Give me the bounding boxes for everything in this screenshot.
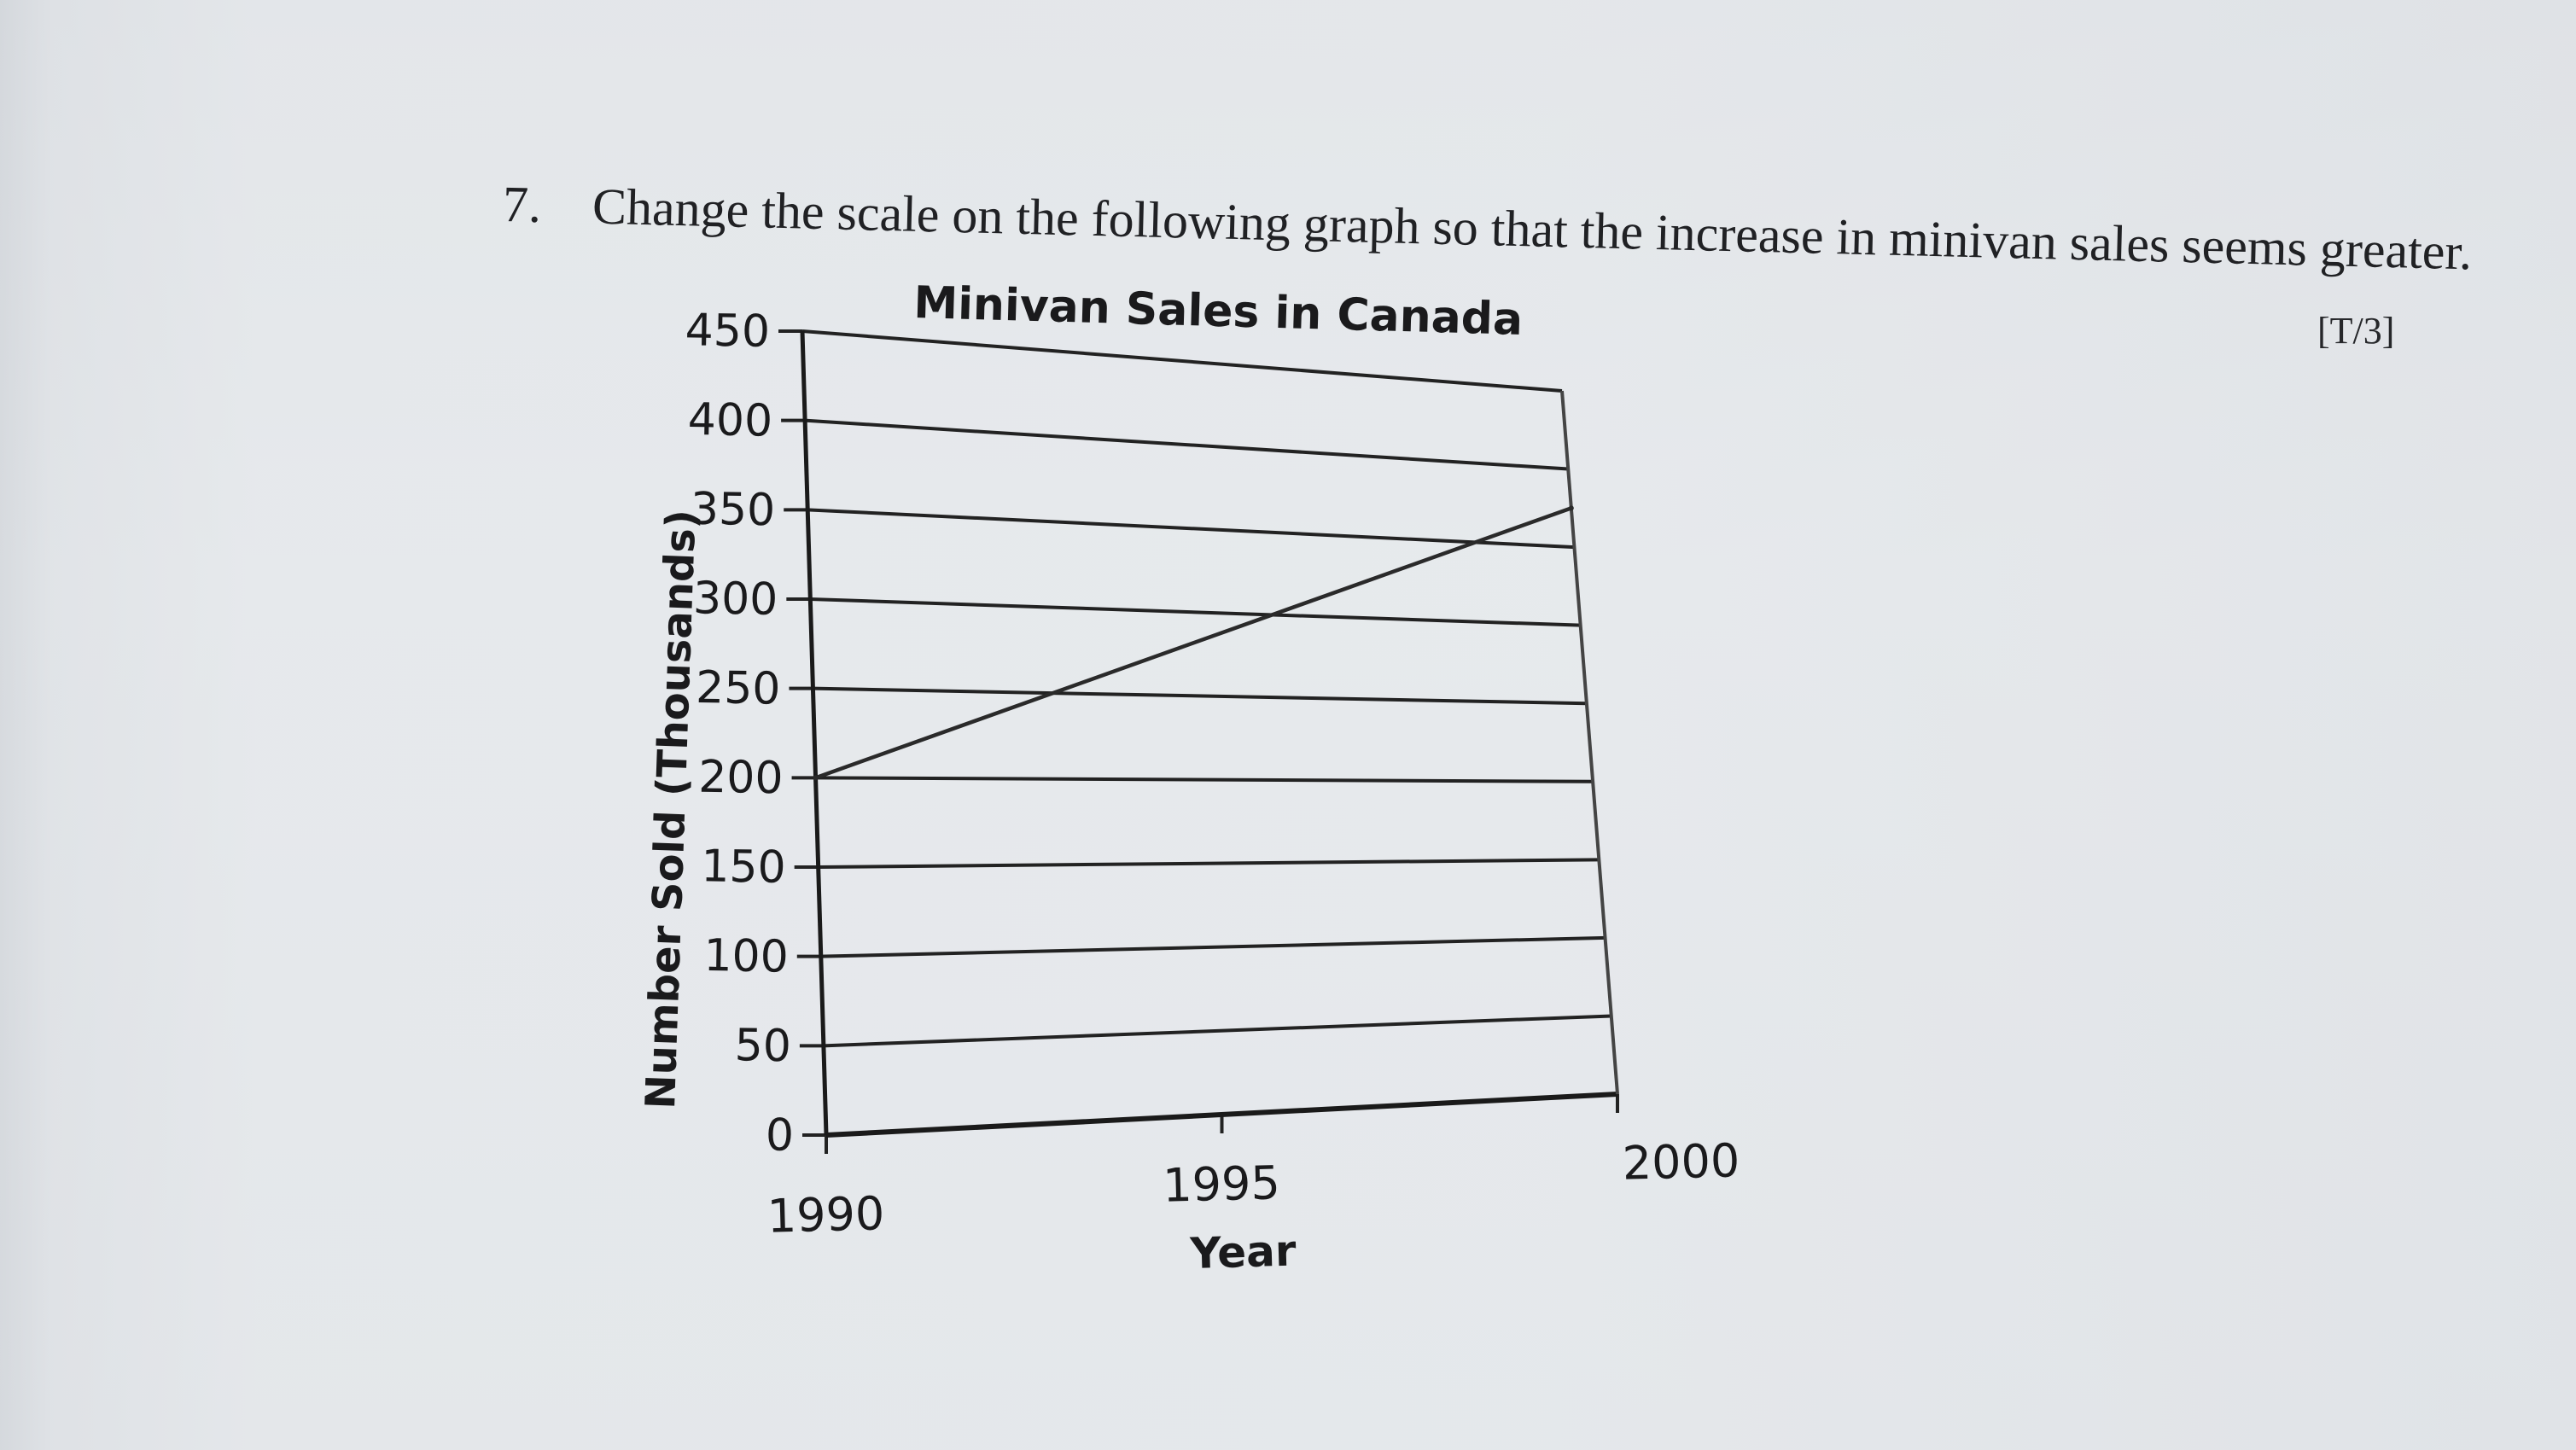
chart-grid (778, 329, 1619, 1154)
gridline-400 (804, 418, 1569, 471)
gridline-350 (807, 508, 1575, 550)
y-tick-labels: 0 50 100 150 200 250 300 350 400 450 (685, 305, 794, 1162)
x-tick-label-2000: 2000 (1622, 1133, 1740, 1191)
marks-label: [T/3] (2317, 310, 2395, 352)
right-frame-line (1560, 390, 1619, 1095)
y-tick-label-150: 150 (701, 841, 786, 894)
x-tick-label-1990: 1990 (766, 1186, 885, 1243)
y-tick-label-200: 200 (698, 752, 784, 805)
x-axis-line (825, 1092, 1618, 1138)
y-tick-label-250: 250 (696, 662, 781, 715)
y-tick-label-400: 400 (687, 394, 772, 447)
y-axis-label: Number Sold (Thousands) (637, 509, 705, 1109)
x-tick-label-1995: 1995 (1162, 1156, 1280, 1213)
y-tick-label-350: 350 (690, 484, 775, 537)
gridline-250 (813, 686, 1587, 706)
gridline-100 (820, 935, 1606, 958)
y-tick-label-450: 450 (685, 305, 770, 358)
gridline-200 (815, 776, 1594, 783)
chart-title: Minivan Sales in Canada (913, 277, 1524, 346)
y-tick-label-0: 0 (765, 1109, 794, 1162)
gridline-50 (823, 1014, 1611, 1048)
gridline-150 (818, 858, 1600, 869)
y-tick-label-100: 100 (703, 930, 789, 983)
y-axis-line (800, 330, 829, 1136)
gridline-300 (810, 597, 1581, 627)
series-line-0 (814, 506, 1572, 780)
series-point-0-1 (1568, 505, 1574, 511)
gridline-450 (801, 329, 1563, 393)
y-tick-label-50: 50 (734, 1020, 791, 1072)
x-tick-labels: 1990 1995 2000 (766, 1133, 1740, 1243)
series-point-0-0 (813, 775, 819, 781)
chart-series (813, 505, 1574, 781)
chart-frame (800, 330, 1619, 1138)
y-tick-label-300: 300 (693, 573, 778, 626)
x-axis-label: Year (1189, 1226, 1297, 1278)
